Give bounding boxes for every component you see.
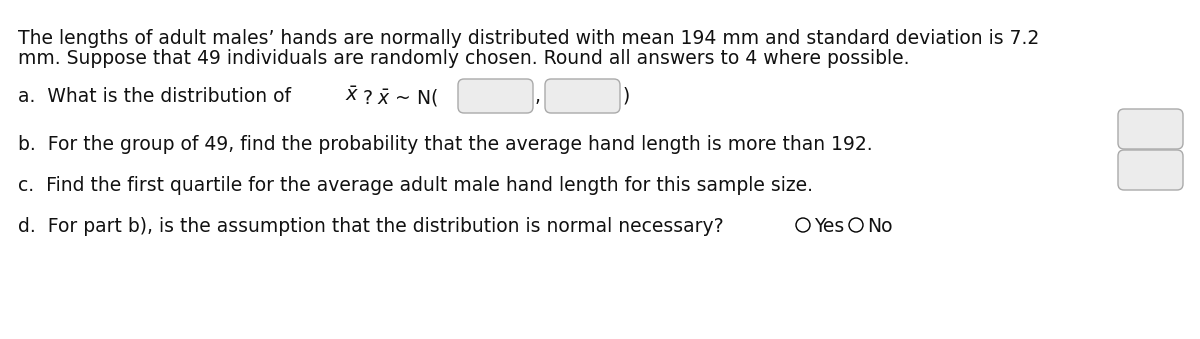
Text: ? $\bar{x}$ ~ N(: ? $\bar{x}$ ~ N(	[362, 87, 438, 108]
Text: a.  What is the distribution of: a. What is the distribution of	[18, 87, 298, 106]
Text: d.  For part b), is the assumption that the distribution is normal necessary?: d. For part b), is the assumption that t…	[18, 217, 724, 236]
Text: c.  Find the first quartile for the average adult male hand length for this samp: c. Find the first quartile for the avera…	[18, 176, 814, 195]
Text: b.  For the group of 49, find the probability that the average hand length is mo: b. For the group of 49, find the probabi…	[18, 135, 872, 154]
FancyBboxPatch shape	[1118, 109, 1183, 149]
Text: $\bar{x}$: $\bar{x}$	[346, 86, 359, 105]
FancyBboxPatch shape	[545, 79, 620, 113]
FancyBboxPatch shape	[458, 79, 533, 113]
Text: The lengths of adult males’ hands are normally distributed with mean 194 mm and : The lengths of adult males’ hands are no…	[18, 29, 1039, 48]
Text: No: No	[866, 217, 893, 236]
Text: ,: ,	[535, 87, 541, 106]
FancyBboxPatch shape	[1118, 150, 1183, 190]
Text: mm. Suppose that 49 individuals are randomly chosen. Round all answers to 4 wher: mm. Suppose that 49 individuals are rand…	[18, 49, 910, 68]
Text: ): )	[623, 87, 630, 106]
Text: Yes: Yes	[814, 217, 845, 236]
